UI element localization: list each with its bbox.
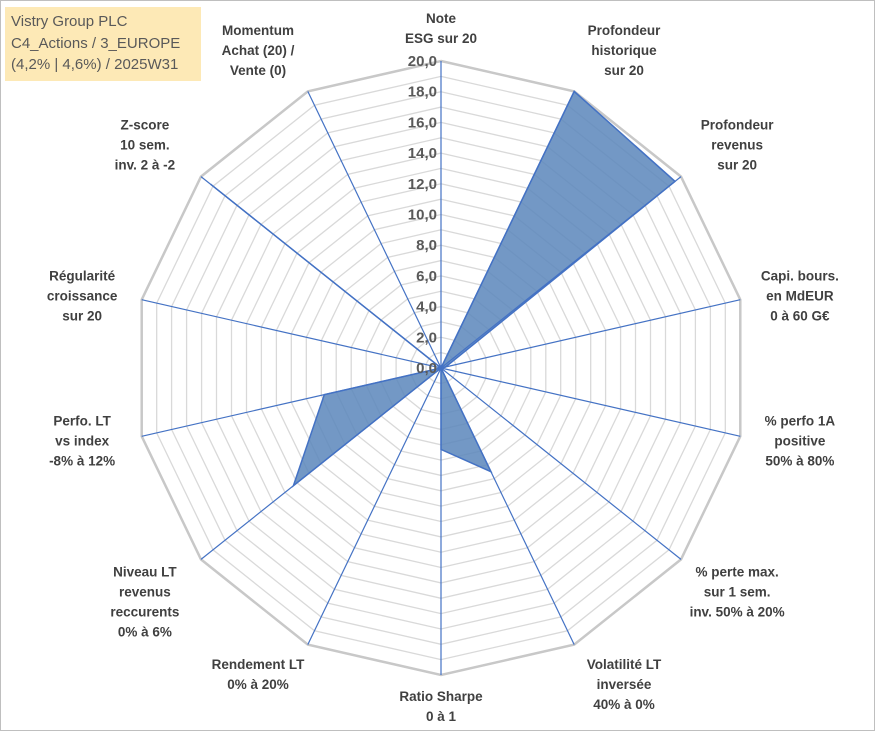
category-label-line: en MdEUR — [766, 289, 834, 304]
category-label: Z-score 10 sem. inv. 2 à -2 — [115, 117, 176, 172]
axis-spoke — [440, 367, 741, 437]
axis-spoke — [440, 299, 741, 369]
category-label-line: ESG sur 20 — [405, 31, 477, 46]
tick-label: 4,0 — [416, 299, 437, 316]
category-label: % perte max. sur 1 sem. inv. 50% à 20% — [690, 565, 785, 620]
axis-spoke — [307, 367, 442, 645]
tick-label: 12,0 — [408, 176, 437, 193]
category-label-line: sur 20 — [604, 63, 644, 78]
category-label: Niveau LT revenus reccurents 0% à 6% — [110, 565, 179, 640]
category-label-line: sur 20 — [62, 309, 102, 324]
category-label-line: sur 20 — [717, 157, 757, 172]
axis-spoke — [440, 91, 575, 369]
tick-label: 16,0 — [408, 114, 437, 131]
category-label: % perfo 1A positive 50% à 80% — [765, 413, 836, 468]
category-label-line: inversée — [597, 677, 652, 692]
category-label: Profondeur historique sur 20 — [588, 23, 661, 78]
tick-label: 20,0 — [408, 53, 437, 70]
category-label-line: Profondeur — [701, 117, 774, 132]
axis-spoke — [200, 367, 442, 560]
axis-spoke — [440, 176, 682, 369]
category-label-line: 0% à 20% — [227, 677, 289, 692]
tick-label: 14,0 — [408, 145, 437, 162]
category-label: Perfo. LT vs index -8% à 12% — [49, 413, 115, 468]
category-label: Rendement LT 0% à 20% — [212, 657, 306, 692]
axis-spoke — [440, 367, 575, 645]
category-label: Profondeur revenus sur 20 — [701, 117, 774, 172]
tick-label: 2,0 — [416, 329, 437, 346]
tick-label: 10,0 — [408, 207, 437, 224]
category-label-line: positive — [774, 433, 826, 448]
category-label-line: inv. 50% à 20% — [690, 605, 785, 620]
category-label-line: 10 sem. — [120, 137, 170, 152]
category-label-line: Vente (0) — [230, 63, 286, 78]
tick-label: 6,0 — [416, 268, 437, 285]
category-label-line: Momentum — [222, 23, 294, 38]
axis-spoke — [141, 367, 442, 437]
category-label-line: -8% à 12% — [49, 453, 115, 468]
category-label-line: vs index — [55, 433, 110, 448]
tick-label: 8,0 — [416, 237, 437, 254]
category-label-line: reccurents — [110, 605, 179, 620]
axis-spoke — [200, 176, 442, 369]
category-label-line: Perfo. LT — [53, 413, 111, 428]
title-line-category: C4_Actions / 3_EUROPE — [11, 34, 181, 52]
tick-label: 18,0 — [408, 84, 437, 101]
category-label-line: 0 à 1 — [426, 709, 457, 724]
category-label-line: Achat (20) / — [222, 43, 295, 58]
chart-title-box: Vistry Group PLC C4_Actions / 3_EUROPE (… — [5, 7, 201, 81]
axis-spoke — [141, 299, 442, 369]
category-label-line: 0 à 60 G€ — [770, 309, 830, 324]
category-label-line: Profondeur — [588, 23, 661, 38]
category-label-line: croissance — [47, 289, 118, 304]
category-label-line: 40% à 0% — [593, 697, 655, 712]
category-label-line: % perte max. — [695, 565, 778, 580]
category-label-line: Ratio Sharpe — [399, 689, 483, 704]
category-label-line: revenus — [119, 585, 171, 600]
axis-spoke — [440, 367, 682, 560]
category-label: Volatilité LT inversée 40% à 0% — [587, 657, 662, 712]
category-label-line: historique — [591, 43, 657, 58]
category-label-line: Capi. bours. — [761, 269, 839, 284]
category-label-line: sur 1 sem. — [704, 585, 771, 600]
category-label-line: 50% à 80% — [765, 453, 834, 468]
category-label: Capi. bours. en MdEUR 0 à 60 G€ — [761, 269, 839, 324]
category-label-line: Régularité — [49, 269, 116, 284]
category-label-line: revenus — [711, 137, 763, 152]
category-label-line: Rendement LT — [212, 657, 306, 672]
category-label: Note ESG sur 20 — [405, 11, 477, 46]
category-label-line: % perfo 1A — [765, 413, 836, 428]
category-label: Régularité croissance sur 20 — [47, 269, 118, 324]
category-label-line: Z-score — [121, 117, 170, 132]
category-label: Momentum Achat (20) / Vente (0) — [222, 23, 295, 78]
title-line-company: Vistry Group PLC — [11, 13, 128, 30]
tick-label: 0,0 — [416, 360, 437, 377]
category-label-line: Niveau LT — [113, 565, 177, 580]
category-label: Ratio Sharpe 0 à 1 — [399, 689, 483, 724]
category-label-line: Volatilité LT — [587, 657, 662, 672]
axis-spoke — [307, 91, 442, 369]
category-label-line: 0% à 6% — [118, 625, 172, 640]
category-label-line: Note — [426, 11, 456, 26]
category-label-line: inv. 2 à -2 — [115, 157, 176, 172]
title-line-period: (4,2% | 4,6%) / 2025W31 — [11, 56, 179, 73]
